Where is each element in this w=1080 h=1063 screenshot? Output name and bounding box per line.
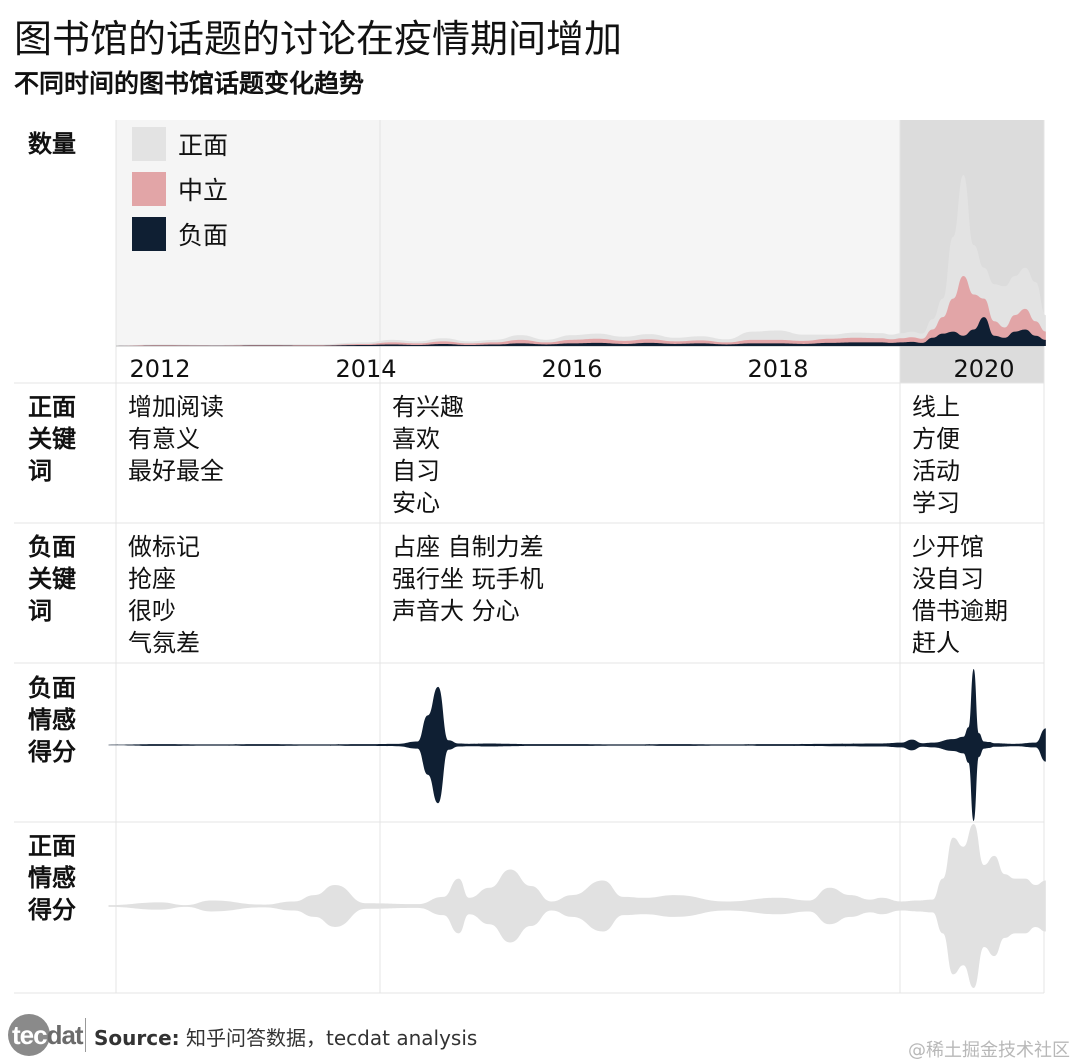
negative-keyword: 借书逾期 [912,597,1008,625]
negative-keyword: 做标记 [128,533,200,561]
source-text: 知乎问答数据，tecdat analysis [179,1026,478,1050]
negative-keyword: 强行坐 玩手机 [392,565,544,593]
series-negative-area [108,317,1046,346]
row-label-negative-sentiment: 负面 [28,674,76,702]
legend-label: 正面 [178,131,228,160]
negative-keyword: 抢座 [128,565,176,593]
legend-swatch [132,127,166,161]
row-label-positive-sentiment: 得分 [27,896,76,924]
legend-swatch [132,217,166,251]
positive-keyword: 喜欢 [392,425,440,453]
positive-sentiment-violin [108,824,1046,988]
positive-keyword: 线上 [912,393,960,421]
negative-keyword: 少开馆 [912,533,984,561]
x-tick-label: 2016 [541,355,602,383]
count-panel-bg [116,120,900,346]
x-tick-label: 2018 [747,355,808,383]
logo-circle-icon [8,1014,50,1056]
positive-keyword: 安心 [392,489,440,517]
negative-sentiment-violin [108,669,1046,821]
tecdat-logo: tecdat [8,1014,86,1056]
x-tick-label: 2020 [953,355,1014,383]
logo-text: tecdat [12,1020,84,1050]
stream-area-chart [108,175,1046,346]
positive-keyword: 学习 [912,489,960,517]
x-axis-ticks: 2012 2014 2016 2018 2020 [129,355,1014,383]
row-label-count: 数量 [28,130,76,158]
positive-keyword: 方便 [912,425,960,453]
negative-keyword: 声音大 分心 [392,597,520,625]
row-label-negative-keywords: 词 [28,597,52,625]
page-title: 图书馆的话题的讨论在疫情期间增加 [14,17,623,61]
legend-label: 中立 [178,176,228,205]
positive-sentiment-strip [108,824,1046,988]
negative-keyword: 气氛差 [128,629,200,657]
footer-divider [85,1018,86,1052]
row-label-positive-keywords: 正面 [28,393,76,421]
row-label-positive-sentiment: 正面 [28,832,76,860]
x-tick-label: 2014 [335,355,396,383]
source-line: Source: 知乎问答数据，tecdat analysis [94,1022,477,1051]
row-label-positive-sentiment: 情感 [28,864,76,892]
row-label-negative-sentiment: 得分 [27,738,76,766]
positive-keyword: 有兴趣 [392,393,464,421]
negative-keyword: 很吵 [128,597,176,625]
row-label-negative-keywords: 关键 [28,565,76,593]
row-label-positive-keywords: 关键 [28,425,76,453]
negative-keyword: 赶人 [912,629,960,657]
positive-keyword: 自习 [392,457,440,485]
positive-keyword: 活动 [912,457,960,485]
positive-keyword: 有意义 [128,425,200,453]
page-subtitle: 不同时间的图书馆话题变化趋势 [14,69,365,98]
negative-sentiment-strip [108,669,1046,821]
source-label: Source: [94,1026,180,1050]
legend-swatch [132,172,166,206]
positive-keyword: 增加阅读 [128,393,224,421]
watermark: @稀土掘金技术社区 [908,1040,1070,1061]
positive-keyword: 最好最全 [128,457,224,485]
negative-keyword: 没自习 [912,565,984,593]
row-label-negative-keywords: 负面 [28,533,76,561]
x-tick-label: 2012 [129,355,190,383]
row-label-positive-keywords: 词 [28,457,52,485]
negative-keyword: 占座 自制力差 [392,533,544,561]
legend-label: 负面 [178,221,228,250]
row-label-negative-sentiment: 情感 [28,706,76,734]
